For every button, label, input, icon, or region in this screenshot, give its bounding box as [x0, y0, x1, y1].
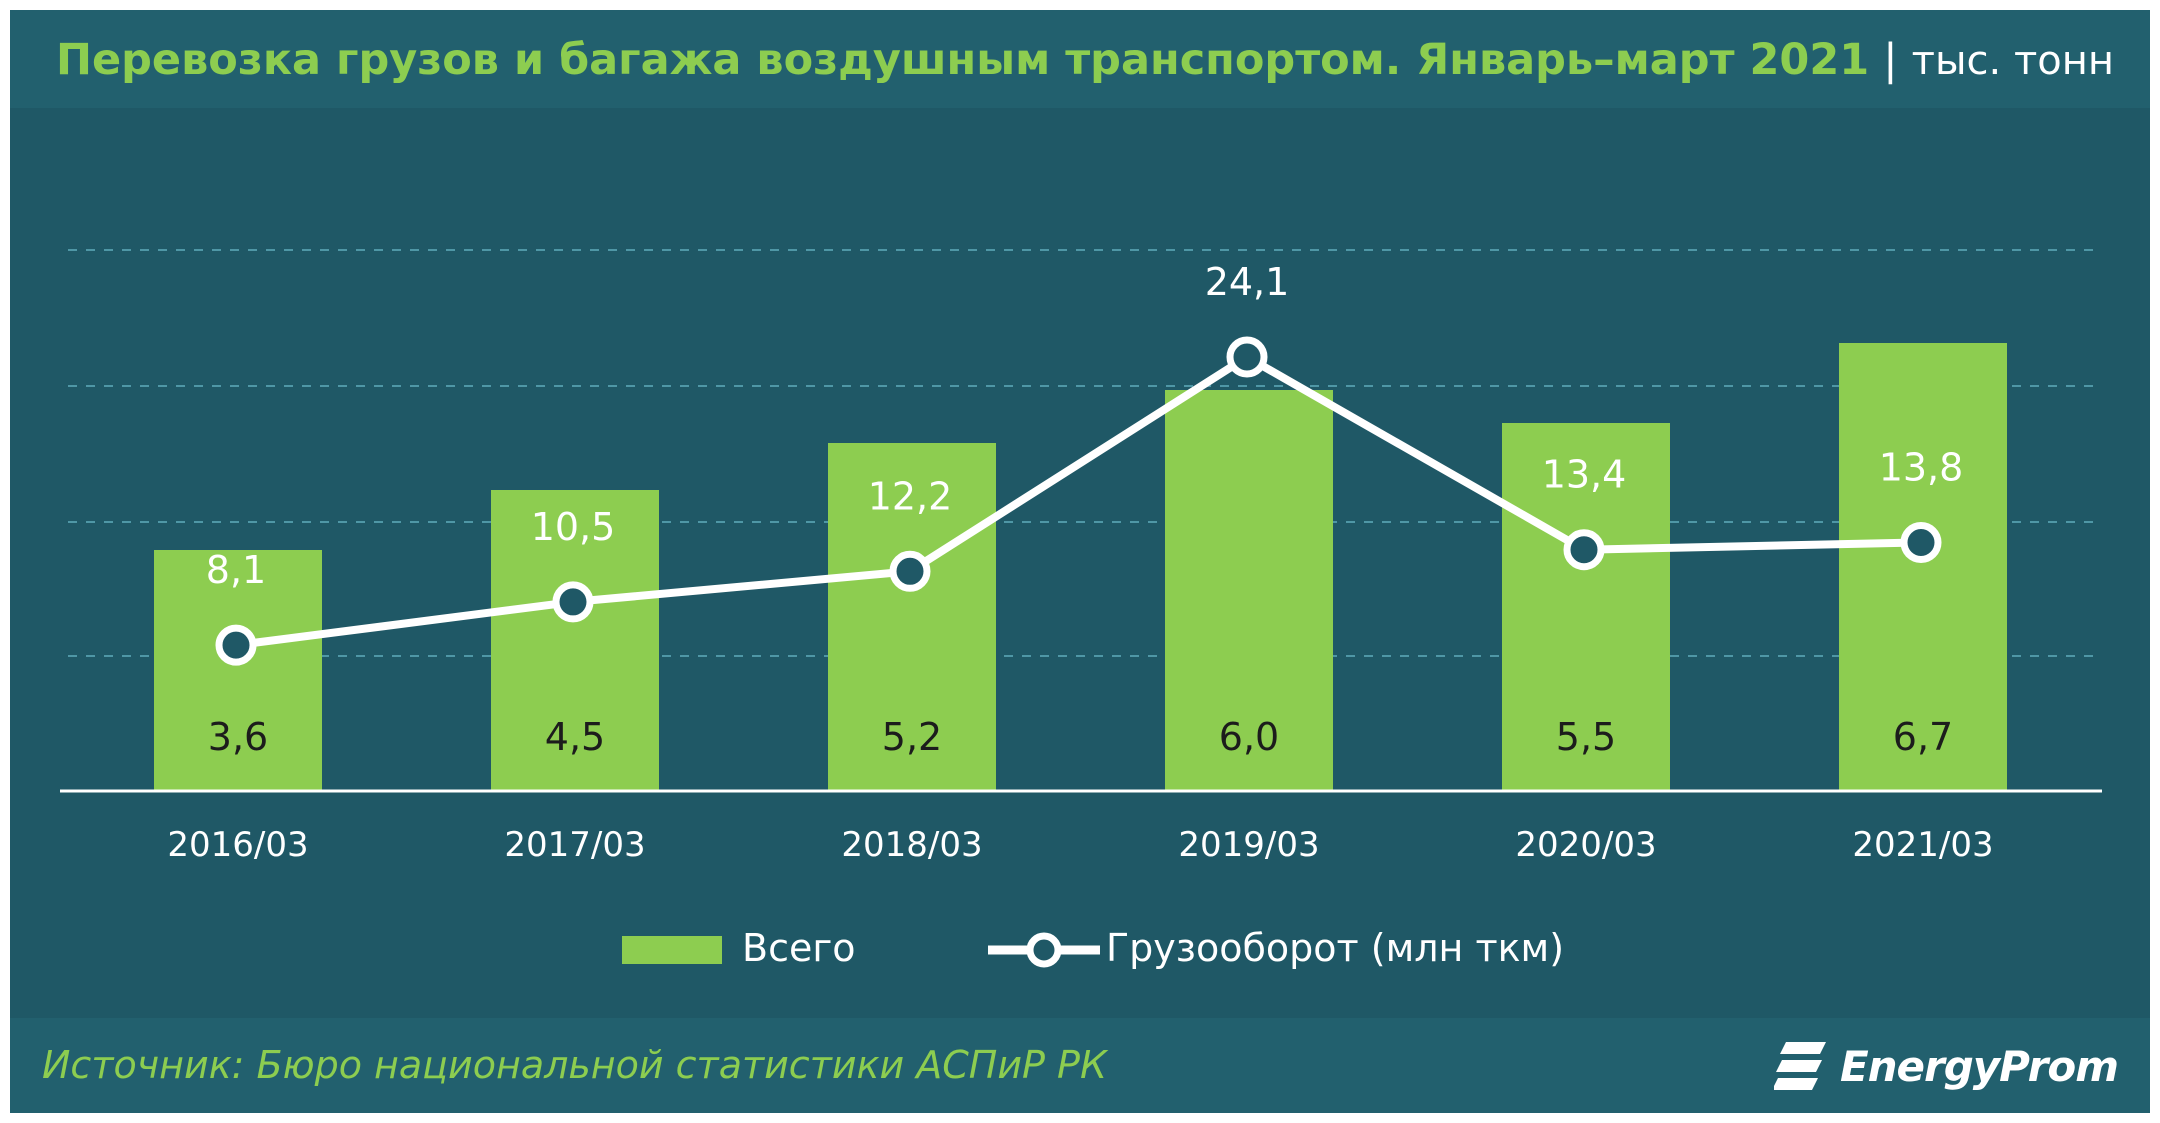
- line-value-label: 13,8: [1879, 445, 1964, 489]
- bar-value-label: 3,6: [208, 715, 268, 759]
- x-tick-labels: 2016/03 2017/03 2018/03 2019/03 2020/03 2021/…: [167, 825, 1993, 865]
- line-value-label: 10,5: [531, 505, 616, 549]
- line-series: [215, 336, 1942, 666]
- legend-line-marker: [1026, 932, 1062, 968]
- x-tick-label: 2018/03: [841, 825, 982, 865]
- line-point: [1900, 521, 1942, 563]
- line-point: [215, 624, 257, 666]
- legend: Всего Грузооборот (млн ткм): [622, 926, 1564, 970]
- legend-bar-label: Всего: [742, 926, 856, 970]
- x-tick-label: 2017/03: [504, 825, 645, 865]
- line-point: [552, 581, 594, 623]
- bar-value-label: 4,5: [545, 715, 605, 759]
- legend-line-label: Грузооборот (млн ткм): [1106, 926, 1564, 970]
- legend-bar-swatch: [622, 936, 722, 964]
- energyprom-logo-icon: [1773, 1042, 1826, 1090]
- bar: [1839, 343, 2007, 791]
- source-note: Источник: Бюро национальной статистики А…: [42, 1043, 1107, 1087]
- grid-lines: [68, 249, 2100, 657]
- bar-value-label: 6,0: [1219, 715, 1279, 759]
- bar-series: [154, 343, 2007, 791]
- line-path: [235, 353, 1922, 650]
- brand-logo: EnergyProm: [1773, 1036, 2119, 1096]
- x-tick-label: 2016/03: [167, 825, 308, 865]
- chart-footer: Источник: Бюро национальной статистики А…: [10, 1018, 2150, 1113]
- line-value-label: 12,2: [868, 474, 953, 518]
- bar: [1502, 423, 1670, 791]
- bar: [154, 550, 322, 791]
- title-separator: |: [1883, 35, 1898, 85]
- chart-header: Перевозка грузов и багажа воздушным тран…: [10, 10, 2150, 108]
- line-data-labels: 8,1 10,5 12,2 24,1 13,4 13,8: [206, 260, 1964, 592]
- title-main: Перевозка грузов и багажа воздушным тран…: [56, 35, 1870, 85]
- x-tick-label: 2019/03: [1178, 825, 1319, 865]
- chart-title: Перевозка грузов и багажа воздушным тран…: [56, 32, 2114, 89]
- bar-value-label: 6,7: [1893, 715, 1953, 759]
- chart-plot: 2016/03 2017/03 2018/03 2019/03 2020/03 2021/…: [60, 249, 2102, 970]
- bar-data-labels: 3,6 4,5 5,2 6,0 5,5 6,7: [208, 715, 1953, 759]
- line-value-label: 8,1: [206, 548, 266, 592]
- line-point: [1563, 529, 1605, 571]
- bar: [828, 443, 996, 791]
- bar: [491, 490, 659, 791]
- line-point: [1226, 336, 1268, 378]
- line-point: [889, 550, 931, 592]
- title-unit: тыс. тонн: [1911, 38, 2115, 84]
- brand-name: EnergyProm: [1839, 1041, 2119, 1091]
- x-tick-label: 2021/03: [1852, 825, 1993, 865]
- bar: [1165, 390, 1333, 791]
- line-value-label: 13,4: [1542, 453, 1627, 497]
- line-value-label: 24,1: [1205, 260, 1290, 304]
- chart-card: Перевозка грузов и багажа воздушным тран…: [10, 10, 2150, 1113]
- x-tick-label: 2020/03: [1515, 825, 1656, 865]
- bar-value-label: 5,2: [882, 715, 942, 759]
- bar-value-label: 5,5: [1556, 715, 1616, 759]
